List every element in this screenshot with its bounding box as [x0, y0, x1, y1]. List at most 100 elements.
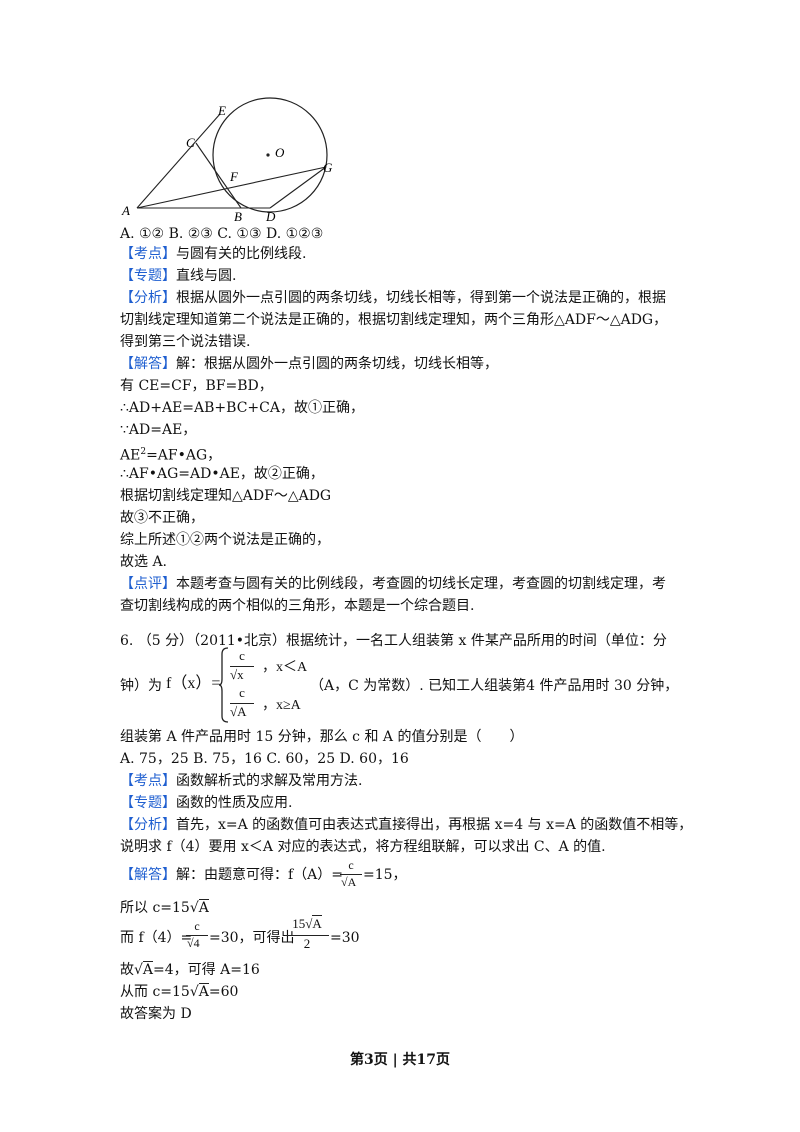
zhuanti-tag: 【专题】: [120, 795, 176, 811]
q5-options: A. ①② B. ②③ C. ①③ D. ①②③: [120, 226, 324, 242]
case2-denominator: √A: [230, 703, 247, 719]
case2-fraction-bar: [230, 703, 254, 704]
sqrt-icon: √: [187, 936, 194, 950]
q5-jieda-8: 故③不正确，: [120, 510, 204, 526]
q6-fx: f（x）=: [166, 675, 221, 692]
case2-numerator: c: [239, 685, 245, 700]
kaodian-tag: 【考点】: [120, 773, 176, 789]
q6-options: A. 75，25 B. 75，16 C. 60，25 D. 60，16: [120, 751, 409, 767]
jieda3-bar: [186, 935, 208, 936]
jieda3-b: =30，可得出: [209, 930, 295, 946]
page-footer: 第3页 | 共17页: [349, 1052, 451, 1068]
q5-jieda-1: 【解答】解：根据从圆外一点引圆的两条切线，切线长相等，: [120, 354, 498, 374]
q6-jieda-3a: 而 f（4）=: [120, 930, 193, 946]
sqrt-icon: √: [305, 916, 313, 931]
sqrt-icon: √: [230, 704, 238, 719]
sqrt-icon: √: [230, 667, 238, 682]
q6-zhuanti: 【专题】函数的性质及应用.: [120, 793, 292, 813]
q6-fenxi-2: 说明求 f（4）要用 x＜A 对应的表达式，将方程组联解，可以求出 C、A 的值…: [120, 839, 606, 855]
jieda1-b: =15，: [363, 867, 407, 883]
q5-jieda-9: 综上所述①②两个说法是正确的，: [120, 532, 330, 548]
jieda3-c: =30: [330, 930, 360, 946]
line-ag: [136, 166, 327, 209]
sqrt-icon: √: [189, 900, 199, 916]
jieda-text: 解：根据从圆外一点引圆的两条切线，切线长相等，: [176, 356, 498, 372]
jieda3-den: √4: [187, 935, 200, 950]
q6-stem-1: 6. （5 分）（2011•北京）根据统计，一名工人组装第 x 件某产品所用的时…: [120, 633, 667, 649]
geometry-figure: E C O G F A B D: [121, 97, 333, 224]
center-point: [266, 153, 270, 157]
q5-jieda-5: AE2=AF•AG，: [120, 442, 221, 466]
q5-dianping-1: 【点评】本题考查与圆有关的比例线段，考查圆的切线长定理，考查圆的切割线定理，考: [120, 574, 666, 594]
kaodian-text: 与圆有关的比例线段.: [176, 246, 307, 262]
fenxi-text: 首先，x=A 的函数值可由表达式直接得出，再根据 x=4 与 x=A 的函数值不…: [176, 817, 693, 833]
af-ag-text: =AF•AG，: [146, 447, 222, 464]
label-d: D: [265, 209, 276, 224]
jieda1-den: √A: [341, 874, 357, 889]
label-a: A: [121, 203, 130, 218]
q5-jieda-3: ∴AD+AE=AB+BC+CA，故①正确，: [120, 400, 364, 416]
jieda3-num2: 15√A: [292, 915, 322, 931]
line-dg: [269, 166, 327, 209]
q5-jieda-7: 根据切割线定理知△ADF～△ADG: [120, 488, 332, 504]
jieda-1a: 解：由题意可得：f（A）=: [176, 867, 344, 883]
zhuanti-tag: 【专题】: [120, 268, 176, 284]
q5-fenxi-1: 【分析】根据从圆外一点引圆的两条切线，切线长相等，得到第一个说法是正确的，根据: [120, 288, 666, 308]
q6-stem-2: 钟）为: [120, 676, 162, 696]
q5-fenxi-3: 得到第三个说法错误.: [120, 334, 251, 350]
case1-condition: ，x＜A: [262, 660, 308, 675]
jieda-tag: 【解答】: [120, 867, 176, 883]
q6-jieda-6: 故答案为 D: [120, 1006, 192, 1022]
q5-jieda-10: 故选 A.: [120, 554, 168, 570]
q6-stem-2b: （A，C 为常数）. 已知工人组装第4 件产品用时 30 分钟，: [310, 678, 679, 694]
jieda3-bar2: [285, 935, 329, 936]
jieda3-den2: 2: [303, 936, 311, 951]
q6-stem-2a: 钟）为: [120, 678, 162, 694]
piecewise-brace: [218, 647, 229, 723]
sqrt-icon: √: [189, 984, 199, 1000]
q5-fenxi-2: 切割线定理知道第二个说法是正确的，根据切割线定理知，两个三角形△ADF～△ADG…: [120, 312, 668, 328]
label-b: B: [234, 209, 242, 224]
kaodian-tag: 【考点】: [120, 246, 176, 262]
line-ae: [136, 113, 221, 209]
zhuanti-text: 函数的性质及应用.: [176, 795, 293, 811]
jieda-tag: 【解答】: [120, 356, 176, 372]
label-c: C: [186, 135, 195, 150]
fenxi-text: 根据从圆外一点引圆的两条切线，切线长相等，得到第一个说法是正确的，根据: [176, 290, 666, 306]
q6-stem-3: 组装第 A 件产品用时 15 分钟，那么 c 和 A 的值分别是（ ）: [120, 729, 524, 745]
q6-jieda-4: 故√A=4，可得 A=16: [120, 961, 260, 978]
q5-jieda-2: 有 CE=CF，BF=BD，: [120, 378, 273, 394]
line-cb: [195, 142, 242, 209]
superscript: 2: [140, 447, 147, 457]
q6-fenxi-1: 【分析】首先，x=A 的函数值可由表达式直接得出，再根据 x=4 与 x=A 的…: [120, 815, 692, 835]
dianping-tag: 【点评】: [120, 576, 176, 592]
q6-jieda-1: 【解答】解：由题意可得：f（A）=: [120, 865, 343, 885]
case1-fraction-bar: [230, 666, 254, 667]
sqrt-icon: √: [341, 875, 348, 889]
jieda1-bar: [340, 874, 362, 875]
label-e: E: [217, 103, 226, 118]
q5-kaodian: 【考点】与圆有关的比例线段.: [120, 244, 306, 264]
jieda1-num: c: [348, 858, 354, 872]
q5-jieda-4: ∵AD=AE，: [120, 422, 197, 438]
label-g: G: [323, 160, 333, 175]
case2-condition: ，x≥A: [262, 698, 301, 713]
q6-jieda-2: 所以 c=15√A: [120, 899, 209, 916]
q5-jieda-6: ∴AF•AG=AD•AE，故②正确，: [120, 466, 324, 482]
label-o: O: [275, 145, 285, 160]
case1-denominator: √x: [230, 666, 244, 682]
fenxi-tag: 【分析】: [120, 817, 176, 833]
q5-dianping-2: 查切割线构成的两个相似的三角形，本题是一个综合题目.: [120, 598, 475, 614]
case1-numerator: c: [239, 648, 245, 663]
fenxi-tag: 【分析】: [120, 290, 176, 306]
zhuanti-text: 直线与圆.: [176, 268, 237, 284]
q6-jieda-5: 从而 c=15√A=60: [120, 983, 239, 1000]
q6-kaodian: 【考点】函数解析式的求解及常用方法.: [120, 771, 362, 791]
dianping-text: 本题考查与圆有关的比例线段，考查圆的切线长定理，考查圆的切割线定理，考: [176, 576, 666, 592]
jieda3-num: c: [194, 919, 200, 933]
sqrt-icon: √: [134, 962, 143, 978]
kaodian-text: 函数解析式的求解及常用方法.: [176, 773, 363, 789]
circle-o: [212, 97, 328, 213]
ae-text: AE: [120, 447, 141, 464]
q5-zhuanti: 【专题】直线与圆.: [120, 266, 236, 286]
